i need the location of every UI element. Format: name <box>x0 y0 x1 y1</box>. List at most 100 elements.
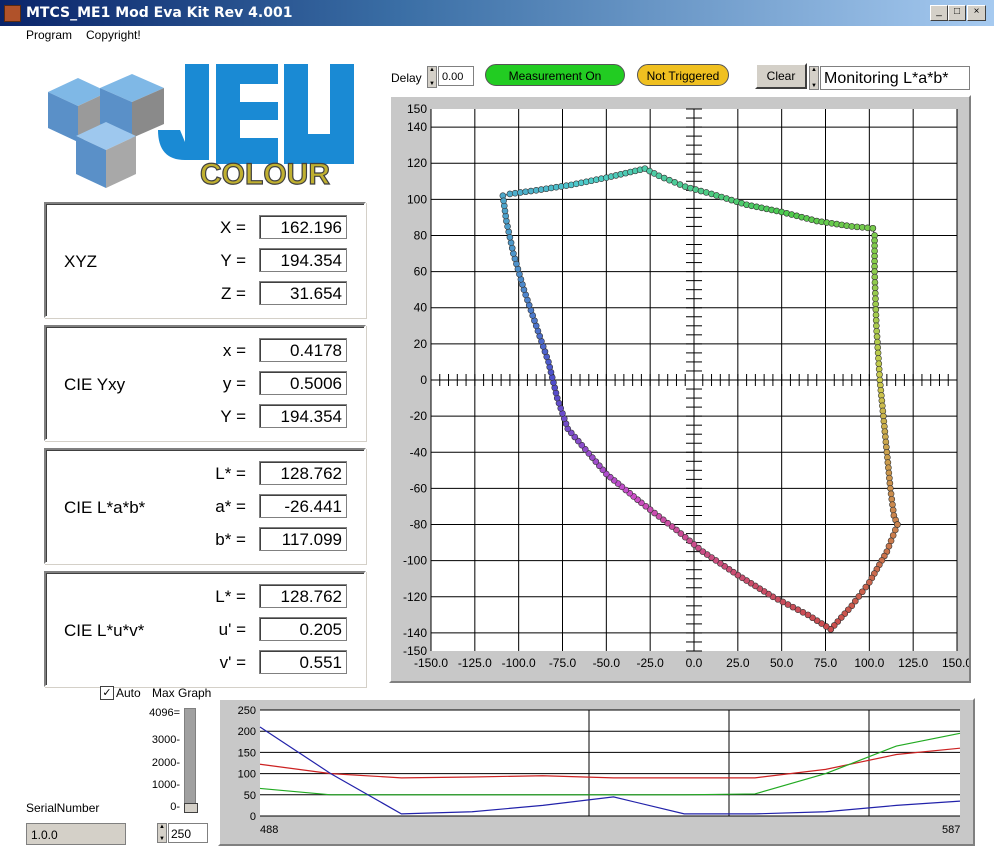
x-start-label: 488 <box>260 824 278 836</box>
x-tick-label: -100.0 <box>502 656 536 670</box>
jen-colour-logo: COLOUR <box>40 60 360 195</box>
data-point <box>646 506 654 513</box>
maximize-button[interactable]: □ <box>948 5 966 21</box>
data-point <box>889 532 897 539</box>
data-point <box>885 542 893 550</box>
l-star-label: L* = <box>215 464 246 483</box>
auto-label: Auto <box>116 686 141 700</box>
scale-tick-0: 0- <box>170 801 180 813</box>
y-tick-label: -60 <box>410 481 428 495</box>
delay-spinner[interactable] <box>427 66 437 88</box>
data-point <box>686 537 693 545</box>
data-point <box>677 530 685 537</box>
data-point <box>872 295 879 302</box>
v-prime-label: v' = <box>219 653 246 672</box>
mode-field[interactable]: Monitoring L*a*b* <box>820 66 970 90</box>
y-tick-label: 100 <box>238 769 256 781</box>
data-point <box>500 197 507 205</box>
auto-checkbox[interactable]: ✓ <box>100 686 114 700</box>
data-point <box>889 506 897 514</box>
scale-tick-1000: 1000- <box>151 779 180 791</box>
y-tick-label: 150 <box>407 102 427 116</box>
y-label: Y = <box>220 251 246 270</box>
spectrum-series-line <box>259 732 961 796</box>
data-point <box>872 317 880 324</box>
y-chroma-label: y = <box>222 374 246 393</box>
x-tick-label: -75.0 <box>549 656 577 670</box>
x-end-label: 587 <box>942 824 960 836</box>
slider-thumb[interactable] <box>184 803 198 813</box>
lab-panel: CIE L*a*b* L* = 128.762 a* = -26.441 b* … <box>44 448 366 564</box>
x-tick-label: -50.0 <box>593 656 621 670</box>
data-point <box>507 239 515 246</box>
data-point <box>887 490 895 498</box>
l-star-label: L* = <box>215 587 246 606</box>
delay-label: Delay <box>391 71 422 85</box>
panel-title: CIE L*u*v* <box>64 621 145 640</box>
y-tick-label: 20 <box>414 337 428 351</box>
clear-button[interactable]: Clear <box>755 63 807 89</box>
data-point <box>872 311 880 319</box>
u-prime-value-field: 0.205 <box>259 617 347 641</box>
data-point <box>869 224 877 232</box>
data-point <box>651 509 658 517</box>
x-tick-label: 75.0 <box>814 656 838 670</box>
x-tick-label: 0.0 <box>686 656 703 670</box>
data-point <box>871 268 878 275</box>
scale-tick-4096: 4096= <box>149 707 180 719</box>
data-point <box>887 485 894 492</box>
data-point <box>871 284 879 292</box>
data-point <box>699 548 707 555</box>
x-tick-label: 125.0 <box>898 656 928 670</box>
data-point <box>891 526 899 534</box>
spectrum-chart-panel: 250 200 150 100 50 0 488 587 <box>218 698 975 846</box>
y-tick-label: 140 <box>407 120 427 134</box>
panel-title: CIE Yxy <box>64 375 126 394</box>
lab-chart-panel: -150.0 -125.0 -100.0 -75.0 -50.0 -25.0 0.0 25.0… <box>389 95 972 683</box>
data-point <box>660 516 667 524</box>
data-point <box>875 355 882 362</box>
x-chroma-label: x = <box>222 341 246 360</box>
data-point <box>871 273 879 281</box>
data-point <box>664 519 672 527</box>
max-value-input[interactable]: 250 <box>168 823 208 843</box>
data-point <box>873 322 880 330</box>
y-tick-label: -100 <box>403 554 427 568</box>
delay-input[interactable]: 0.00 <box>438 66 474 86</box>
close-button[interactable]: × <box>967 5 986 21</box>
x-tick-label: -25.0 <box>636 656 664 670</box>
x-tick-label: -125.0 <box>458 656 492 670</box>
data-point <box>506 233 514 241</box>
menu-program[interactable]: Program <box>26 28 73 42</box>
minimize-button[interactable]: _ <box>930 5 948 21</box>
cube-logo-icon <box>48 74 164 188</box>
data-point <box>872 306 880 313</box>
data-point <box>855 593 863 600</box>
data-point <box>876 371 883 378</box>
data-point <box>875 360 883 368</box>
x-tick-label: 100.0 <box>854 656 884 670</box>
data-point <box>673 526 680 534</box>
mode-spinner[interactable] <box>809 66 819 90</box>
measurement-status-indicator[interactable]: Measurement On <box>485 64 625 86</box>
panel-title: CIE L*a*b* <box>64 498 146 517</box>
b-star-label: b* = <box>215 530 246 549</box>
x-value-field: 162.196 <box>259 215 347 239</box>
panel-title: XYZ <box>64 252 98 271</box>
lab-scatter-chart: -150.0 -125.0 -100.0 -75.0 -50.0 -25.0 0.0 25.0… <box>403 102 972 670</box>
data-point <box>871 289 879 297</box>
b-star-value-field: 117.099 <box>259 527 347 551</box>
y-tick-label: -140 <box>403 626 427 640</box>
max-graph-slider-track[interactable] <box>184 708 198 813</box>
trigger-status-indicator[interactable]: Not Triggered <box>637 64 729 86</box>
luminance-value-field: 194.354 <box>259 404 347 428</box>
menu-copyright[interactable]: Copyright! <box>86 28 141 42</box>
y-value-field: 194.354 <box>259 248 347 272</box>
y-tick-label: -120 <box>403 590 427 604</box>
l-star-value-field: 128.762 <box>259 461 347 485</box>
data-point <box>852 597 859 605</box>
y-tick-label: -40 <box>410 445 428 459</box>
max-value-spinner[interactable] <box>157 823 167 843</box>
y-chroma-value-field: 0.5006 <box>259 371 347 395</box>
z-label: Z = <box>220 284 246 303</box>
